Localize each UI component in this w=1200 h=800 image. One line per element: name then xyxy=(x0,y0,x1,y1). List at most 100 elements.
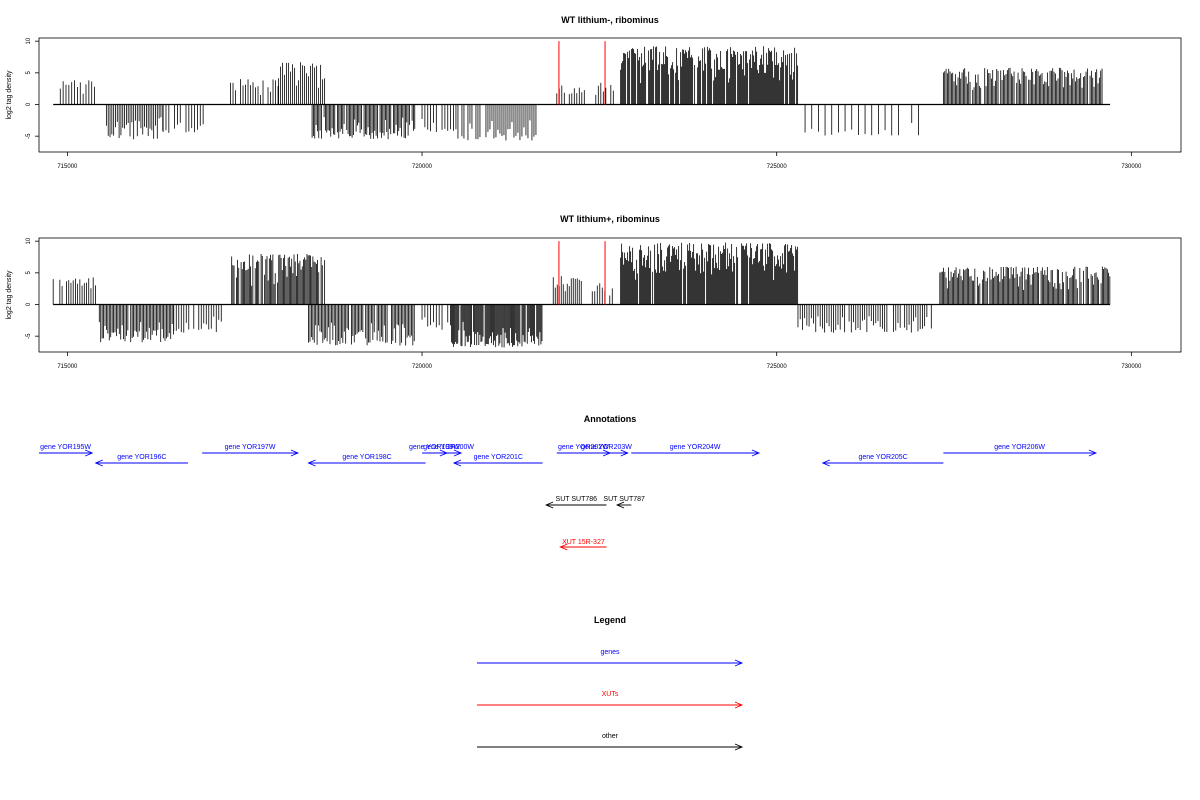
density-segment xyxy=(173,304,222,333)
density-segment xyxy=(421,104,454,132)
gene-arrow xyxy=(452,459,543,467)
legend-items: genes XUTs other xyxy=(477,649,744,751)
x-tick-label: 730000 xyxy=(1121,364,1142,370)
y-tick-label: -5 xyxy=(26,133,32,139)
gene-label: gene YOR199W xyxy=(409,444,460,451)
other-arrow xyxy=(545,501,607,509)
density-bar xyxy=(591,283,613,305)
gene-label: gene YOR202W xyxy=(558,444,609,451)
density-bar xyxy=(595,82,614,105)
density-bar xyxy=(105,104,164,140)
gene-label: gene YOR203W xyxy=(581,444,632,451)
density-bar xyxy=(421,104,454,132)
gene-arrow xyxy=(631,449,761,457)
panel-2-bars xyxy=(52,241,1111,348)
gene-label: gene YOR205C xyxy=(858,454,907,461)
panel-2-title: WT lithium+, ribominus xyxy=(560,214,660,224)
gene-label: gene YOR206W xyxy=(994,444,1045,451)
gene-label: gene YOR195W xyxy=(40,444,91,451)
panel-2-frame xyxy=(38,237,1182,353)
density-bar xyxy=(804,104,919,136)
legend-label: other xyxy=(602,733,619,740)
density-segment xyxy=(450,304,543,348)
density-segment xyxy=(162,104,204,133)
gene-label: gene YOR197W xyxy=(225,444,276,451)
legend-panel: Legend genes XUTs other xyxy=(477,615,744,751)
density-bar xyxy=(620,242,799,305)
gene-arrow xyxy=(202,449,300,457)
panel-2-axes: -5 0 5 10 715000 720000 725000 730000 xyxy=(26,237,1142,370)
density-bar xyxy=(230,79,279,105)
gene-arrow xyxy=(821,459,944,467)
other-label: SUT SUT786 xyxy=(556,496,598,503)
x-tick-label: 720000 xyxy=(412,364,433,370)
density-segment xyxy=(620,46,799,105)
x-tick-label: 725000 xyxy=(767,364,788,370)
panel-1: WT lithium-, ribominus -5 0 5 10 715000 72000… xyxy=(6,15,1182,170)
density-bar xyxy=(311,104,416,140)
density-bar xyxy=(797,304,932,333)
density-segment xyxy=(552,276,582,305)
y-tick-label: -5 xyxy=(26,333,32,339)
panel-2-ylabel: log2 tag density xyxy=(6,270,13,320)
gene-arrow xyxy=(94,459,188,467)
gene-arrow xyxy=(943,449,1098,457)
density-bar xyxy=(450,304,543,348)
density-bar xyxy=(556,85,585,105)
xut-arrow xyxy=(559,543,607,551)
density-segment xyxy=(105,104,164,140)
gene-label: gene YOR198C xyxy=(342,454,391,461)
xut-label: XUT 15R-327 xyxy=(562,539,605,546)
y-tick-label: 0 xyxy=(26,302,32,306)
density-segment xyxy=(421,304,449,330)
density-bar xyxy=(939,266,1111,305)
density-bar xyxy=(308,304,415,346)
legend-arrow xyxy=(477,659,744,667)
other-arrow xyxy=(615,501,632,509)
legend-label: XUTs xyxy=(602,691,619,698)
x-tick-label: 730000 xyxy=(1121,164,1142,170)
x-tick-label: 725000 xyxy=(767,164,788,170)
density-bar xyxy=(552,276,582,305)
density-segment xyxy=(230,79,279,105)
density-bar xyxy=(942,67,1103,105)
panel-1-ylabel: log2 tag density xyxy=(6,70,13,120)
other-label: SUT SUT787 xyxy=(603,496,645,503)
legend-label: genes xyxy=(600,649,620,656)
y-tick-label: 10 xyxy=(26,37,32,44)
gene-label: gene YOR200W xyxy=(423,444,474,451)
annotations-title: Annotations xyxy=(584,414,637,424)
density-segment xyxy=(231,254,326,305)
density-segment xyxy=(939,266,1111,305)
density-bar xyxy=(59,80,95,105)
density-bar xyxy=(231,254,326,305)
density-bar xyxy=(620,46,799,105)
density-segment xyxy=(797,304,932,333)
panel-1-frame xyxy=(38,37,1182,153)
gene-arrow xyxy=(436,449,463,457)
legend-arrow xyxy=(477,743,744,751)
gene-label: gene YOR204W xyxy=(670,444,721,451)
density-bar xyxy=(162,104,204,133)
density-segment xyxy=(804,104,919,136)
density-bar xyxy=(173,304,222,333)
panel-1-title: WT lithium-, ribominus xyxy=(561,15,659,25)
density-segment xyxy=(278,62,326,105)
legend-title: Legend xyxy=(594,615,626,625)
x-tick-label: 720000 xyxy=(412,164,433,170)
panel-2: WT lithium+, ribominus -5 0 5 10 715000 72000… xyxy=(6,214,1182,370)
x-tick-label: 715000 xyxy=(57,164,78,170)
density-segment xyxy=(52,277,96,305)
gene-arrow xyxy=(39,449,94,457)
annotation-tracks: gene YOR195W gene YOR196C gene YOR197W gene… xyxy=(39,444,1098,551)
density-bar xyxy=(52,277,96,305)
gene-label: gene YOR196C xyxy=(117,454,166,461)
y-tick-label: 5 xyxy=(26,271,32,275)
y-tick-label: 0 xyxy=(26,102,32,106)
density-segment xyxy=(942,67,1103,105)
density-segment xyxy=(556,85,585,105)
density-segment xyxy=(308,304,415,346)
density-segment xyxy=(59,80,95,105)
gene-arrow xyxy=(585,449,629,457)
